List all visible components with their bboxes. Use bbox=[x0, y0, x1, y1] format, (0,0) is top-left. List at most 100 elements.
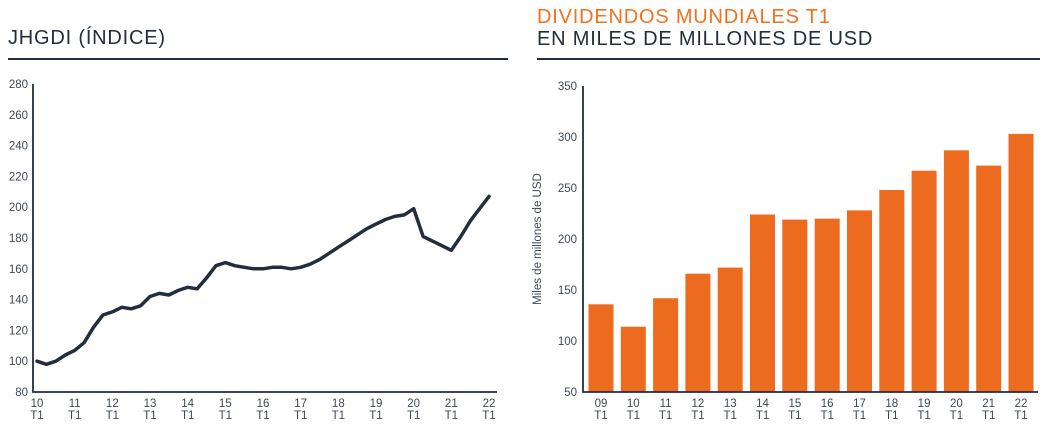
svg-text:50: 50 bbox=[564, 387, 577, 399]
svg-text:18: 18 bbox=[332, 398, 345, 410]
svg-text:19: 19 bbox=[370, 398, 383, 410]
svg-text:16: 16 bbox=[257, 398, 270, 410]
dividends-y-axis-label: Miles de millones de USD bbox=[532, 173, 544, 305]
svg-text:T1: T1 bbox=[445, 410, 458, 422]
svg-text:T1: T1 bbox=[659, 410, 672, 422]
bar-09-t1 bbox=[588, 304, 614, 392]
svg-text:280: 280 bbox=[9, 79, 28, 91]
svg-text:19: 19 bbox=[918, 398, 931, 410]
svg-text:T1: T1 bbox=[181, 410, 194, 422]
svg-text:10: 10 bbox=[31, 398, 44, 410]
svg-text:18: 18 bbox=[885, 398, 898, 410]
svg-text:100: 100 bbox=[9, 356, 28, 368]
jhgdi-title: JHGDI (ÍNDICE) bbox=[8, 27, 166, 49]
svg-text:T1: T1 bbox=[1014, 410, 1027, 422]
svg-text:350: 350 bbox=[558, 81, 577, 93]
bar-22-t1 bbox=[1008, 133, 1034, 392]
svg-text:250: 250 bbox=[558, 183, 577, 195]
svg-text:260: 260 bbox=[9, 110, 28, 122]
bar-19-t1 bbox=[911, 170, 937, 392]
svg-text:10: 10 bbox=[627, 398, 640, 410]
svg-text:T1: T1 bbox=[68, 410, 81, 422]
svg-text:100: 100 bbox=[558, 336, 577, 348]
svg-text:20: 20 bbox=[407, 398, 420, 410]
svg-text:150: 150 bbox=[558, 285, 577, 297]
dividends-axes bbox=[582, 86, 1038, 393]
dividends-y-tick-labels: 50 100 150 200 250 300 350 bbox=[558, 81, 577, 399]
jhgdi-x-tick-labels: 10T111T112T113T114T115T116T117T118T119T1… bbox=[30, 398, 495, 422]
svg-text:T1: T1 bbox=[407, 410, 420, 422]
svg-text:T1: T1 bbox=[594, 410, 607, 422]
bar-10-t1 bbox=[620, 326, 646, 392]
dividends-title-underline bbox=[537, 58, 1040, 60]
svg-text:T1: T1 bbox=[219, 410, 232, 422]
bar-20-t1 bbox=[943, 150, 969, 392]
svg-text:T1: T1 bbox=[885, 410, 898, 422]
svg-text:15: 15 bbox=[219, 398, 232, 410]
bar-15-t1 bbox=[782, 219, 808, 392]
bar-21-t1 bbox=[976, 165, 1002, 392]
dividends-x-tick-labels: 09T110T111T112T113T114T115T116T117T118T1… bbox=[594, 398, 1027, 422]
svg-text:11: 11 bbox=[660, 398, 672, 410]
bar-13-t1 bbox=[717, 267, 743, 392]
svg-text:T1: T1 bbox=[294, 410, 307, 422]
svg-text:21: 21 bbox=[982, 398, 995, 410]
svg-text:T1: T1 bbox=[917, 410, 930, 422]
svg-text:14: 14 bbox=[181, 398, 194, 410]
svg-text:17: 17 bbox=[294, 398, 307, 410]
svg-text:T1: T1 bbox=[143, 410, 156, 422]
bar-12-t1 bbox=[685, 273, 711, 392]
svg-text:80: 80 bbox=[15, 387, 28, 399]
jhgdi-line-series bbox=[35, 194, 491, 367]
jhgdi-y-tick-labels: 80 100 120 140 160 180 200 220 240 260 280 bbox=[9, 79, 28, 399]
svg-text:T1: T1 bbox=[30, 410, 43, 422]
svg-text:T1: T1 bbox=[724, 410, 737, 422]
jhgdi-title-underline bbox=[8, 58, 508, 60]
svg-text:200: 200 bbox=[558, 234, 577, 246]
dividends-subtitle: EN MILES DE MILLONES DE USD bbox=[537, 28, 874, 50]
svg-text:160: 160 bbox=[9, 264, 28, 276]
dividends-bar-chart: 50 100 150 200 250 300 350 Miles de millones de… bbox=[532, 81, 1038, 422]
svg-text:14: 14 bbox=[756, 398, 769, 410]
bar-17-t1 bbox=[847, 210, 872, 392]
bar-14-t1 bbox=[750, 214, 775, 392]
svg-text:16: 16 bbox=[821, 398, 834, 410]
svg-text:300: 300 bbox=[558, 132, 577, 144]
svg-text:22: 22 bbox=[483, 398, 496, 410]
svg-text:T1: T1 bbox=[788, 410, 801, 422]
svg-text:T1: T1 bbox=[482, 410, 495, 422]
svg-text:T1: T1 bbox=[950, 410, 963, 422]
svg-text:T1: T1 bbox=[691, 410, 704, 422]
svg-text:T1: T1 bbox=[820, 410, 833, 422]
svg-text:T1: T1 bbox=[853, 410, 866, 422]
svg-text:T1: T1 bbox=[369, 410, 382, 422]
svg-text:11: 11 bbox=[69, 398, 81, 410]
svg-text:13: 13 bbox=[144, 398, 157, 410]
svg-text:200: 200 bbox=[9, 202, 28, 214]
svg-text:220: 220 bbox=[9, 171, 28, 183]
svg-text:T1: T1 bbox=[627, 410, 640, 422]
svg-text:T1: T1 bbox=[332, 410, 345, 422]
jhgdi-axes bbox=[32, 84, 497, 393]
svg-text:15: 15 bbox=[788, 398, 801, 410]
jhgdi-line-chart: 8010012014016018020022024026028010T111T1… bbox=[9, 79, 497, 422]
svg-text:T1: T1 bbox=[256, 410, 269, 422]
world-dividends-panel: DIVIDENDOS MUNDIALES T1 EN MILES DE MILL… bbox=[522, 0, 1044, 434]
bar-11-t1 bbox=[653, 298, 679, 392]
svg-text:T1: T1 bbox=[756, 410, 769, 422]
svg-text:180: 180 bbox=[9, 233, 28, 245]
bar-18-t1 bbox=[879, 190, 905, 392]
bar-16-t1 bbox=[814, 218, 840, 392]
svg-text:20: 20 bbox=[950, 398, 963, 410]
svg-text:12: 12 bbox=[692, 398, 705, 410]
svg-text:T1: T1 bbox=[106, 410, 119, 422]
dividends-title: DIVIDENDOS MUNDIALES T1 bbox=[537, 6, 831, 28]
svg-text:140: 140 bbox=[9, 295, 28, 307]
svg-text:21: 21 bbox=[445, 398, 458, 410]
svg-text:13: 13 bbox=[724, 398, 737, 410]
svg-text:09: 09 bbox=[595, 398, 608, 410]
svg-text:240: 240 bbox=[9, 141, 28, 153]
svg-text:22: 22 bbox=[1015, 398, 1028, 410]
svg-text:12: 12 bbox=[106, 398, 119, 410]
